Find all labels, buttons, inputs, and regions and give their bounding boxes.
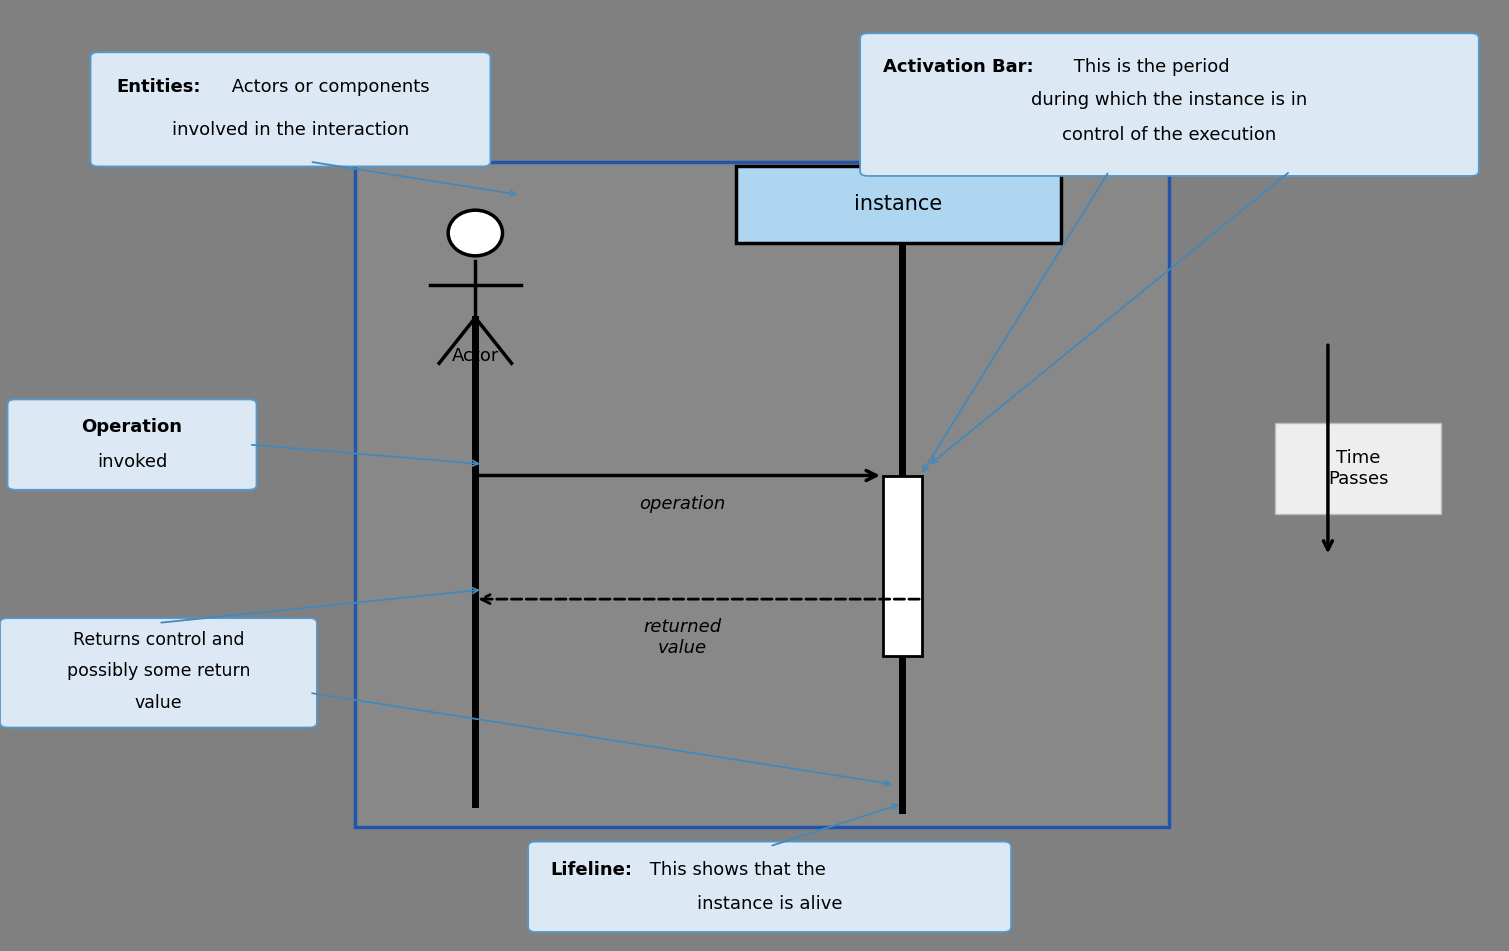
FancyBboxPatch shape <box>860 33 1479 176</box>
Text: instance: instance <box>854 194 943 215</box>
Text: Actor: Actor <box>451 347 499 365</box>
Text: This shows that the: This shows that the <box>644 861 827 879</box>
FancyBboxPatch shape <box>883 476 922 656</box>
Text: involved in the interaction: involved in the interaction <box>172 122 409 139</box>
Text: control of the execution: control of the execution <box>1062 126 1277 144</box>
FancyBboxPatch shape <box>8 399 257 490</box>
FancyBboxPatch shape <box>528 842 1011 932</box>
Text: Operation: Operation <box>81 418 183 437</box>
Text: Actors or components: Actors or components <box>226 78 430 95</box>
FancyBboxPatch shape <box>0 618 317 728</box>
Text: instance is alive: instance is alive <box>697 895 842 913</box>
Text: value: value <box>134 694 183 712</box>
FancyBboxPatch shape <box>736 166 1061 243</box>
Text: returned
value: returned value <box>643 618 721 656</box>
Text: Entities:: Entities: <box>116 78 201 95</box>
Ellipse shape <box>448 210 502 256</box>
Text: This is the period: This is the period <box>1068 58 1230 75</box>
Text: Returns control and: Returns control and <box>72 631 244 650</box>
Text: invoked: invoked <box>97 453 167 471</box>
FancyBboxPatch shape <box>1275 423 1441 514</box>
Text: Lifeline:: Lifeline: <box>551 861 632 879</box>
FancyBboxPatch shape <box>355 162 1169 827</box>
Text: Time
Passes: Time Passes <box>1328 449 1388 488</box>
Text: Activation Bar:: Activation Bar: <box>883 58 1034 75</box>
Text: during which the instance is in: during which the instance is in <box>1031 91 1308 108</box>
Text: operation: operation <box>638 495 726 513</box>
Text: possibly some return: possibly some return <box>66 662 250 680</box>
FancyBboxPatch shape <box>91 52 490 166</box>
